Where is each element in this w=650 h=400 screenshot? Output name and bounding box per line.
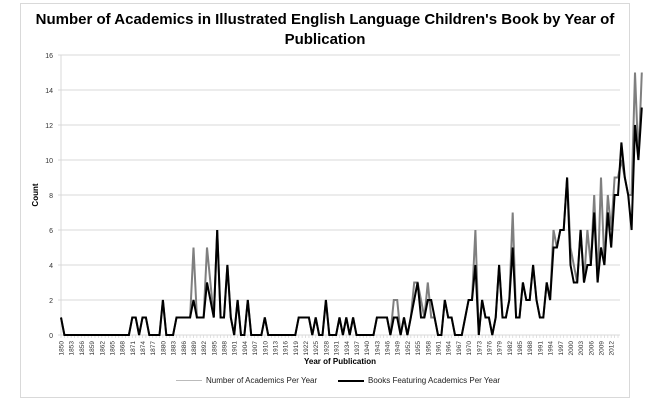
svg-text:1994: 1994 [548, 341, 555, 356]
svg-text:2009: 2009 [599, 341, 606, 356]
svg-text:1916: 1916 [283, 341, 290, 356]
legend-label: Books Featuring Academics Per Year [368, 376, 501, 385]
svg-text:1931: 1931 [334, 341, 341, 356]
svg-text:1940: 1940 [364, 341, 371, 356]
svg-text:1997: 1997 [558, 341, 565, 356]
svg-text:2003: 2003 [578, 341, 585, 356]
svg-text:2006: 2006 [588, 341, 595, 356]
svg-text:1991: 1991 [537, 341, 544, 356]
svg-text:1922: 1922 [303, 341, 310, 356]
svg-text:16: 16 [45, 53, 53, 60]
svg-text:2: 2 [49, 298, 53, 305]
svg-text:1919: 1919 [293, 341, 300, 356]
svg-text:1964: 1964 [446, 341, 453, 356]
svg-text:1943: 1943 [374, 341, 381, 356]
svg-text:1973: 1973 [476, 341, 483, 356]
svg-text:1979: 1979 [497, 341, 504, 356]
y-axis-label: Count [31, 183, 40, 206]
svg-text:1925: 1925 [313, 341, 320, 356]
chart-frame [20, 3, 630, 398]
svg-text:1883: 1883 [171, 341, 178, 356]
svg-text:1946: 1946 [385, 341, 392, 356]
svg-text:0: 0 [49, 333, 53, 340]
svg-text:12: 12 [45, 123, 53, 130]
legend-item-academics: Number of Academics Per Year [176, 376, 317, 385]
svg-text:4: 4 [49, 263, 53, 270]
svg-text:1967: 1967 [456, 341, 463, 356]
svg-text:1850: 1850 [59, 341, 66, 356]
svg-text:1871: 1871 [130, 341, 137, 356]
svg-text:1901: 1901 [232, 341, 239, 356]
svg-text:1853: 1853 [69, 341, 76, 356]
svg-text:1904: 1904 [242, 341, 249, 356]
x-axis-label: Year of Publication [304, 357, 376, 366]
svg-text:1934: 1934 [344, 341, 351, 356]
y-axis-ticks: 0 2 4 6 8 10 12 14 16 [45, 53, 53, 340]
svg-text:1880: 1880 [160, 341, 167, 356]
svg-text:1976: 1976 [486, 341, 493, 356]
svg-text:1910: 1910 [262, 341, 269, 356]
svg-text:1955: 1955 [415, 341, 422, 356]
svg-text:1865: 1865 [109, 341, 116, 356]
svg-text:2012: 2012 [609, 341, 616, 356]
svg-text:1856: 1856 [79, 341, 86, 356]
svg-text:2000: 2000 [568, 341, 575, 356]
svg-text:10: 10 [45, 158, 53, 165]
x-axis-ticks: 1850 1853 1856 1859 1862 1865 1868 1871 1874 1877… [59, 335, 619, 355]
svg-text:1913: 1913 [272, 341, 279, 356]
svg-text:6: 6 [49, 228, 53, 235]
svg-text:1886: 1886 [181, 341, 188, 356]
svg-text:1928: 1928 [323, 341, 330, 356]
svg-text:1970: 1970 [466, 341, 473, 356]
svg-text:1889: 1889 [191, 341, 198, 356]
svg-text:1958: 1958 [425, 341, 432, 356]
svg-text:1898: 1898 [222, 341, 229, 356]
svg-text:1895: 1895 [211, 341, 218, 356]
svg-text:1874: 1874 [140, 341, 147, 356]
svg-text:1961: 1961 [435, 341, 442, 356]
svg-text:1877: 1877 [150, 341, 157, 356]
svg-text:1862: 1862 [99, 341, 106, 356]
legend-swatch-black [338, 379, 364, 382]
svg-text:1949: 1949 [395, 341, 402, 356]
chart-title: Number of Academics in Illustrated Engli… [35, 11, 615, 48]
series-line-1 [60, 107, 643, 336]
svg-text:1988: 1988 [527, 341, 534, 356]
svg-text:1937: 1937 [354, 341, 361, 356]
svg-text:1985: 1985 [517, 341, 524, 356]
svg-text:1982: 1982 [507, 341, 514, 356]
svg-text:1952: 1952 [405, 341, 412, 356]
legend-item-books: Books Featuring Academics Per Year [338, 376, 500, 385]
svg-text:1907: 1907 [252, 341, 259, 356]
svg-text:1892: 1892 [201, 341, 208, 356]
svg-text:14: 14 [45, 88, 53, 95]
svg-text:8: 8 [49, 193, 53, 200]
gridlines [58, 54, 620, 336]
svg-text:1859: 1859 [89, 341, 96, 356]
series-lines [60, 72, 643, 336]
svg-text:1868: 1868 [120, 341, 127, 356]
series-line-0 [60, 72, 643, 336]
legend-label: Number of Academics Per Year [206, 376, 318, 385]
legend-swatch-gray [176, 380, 202, 381]
